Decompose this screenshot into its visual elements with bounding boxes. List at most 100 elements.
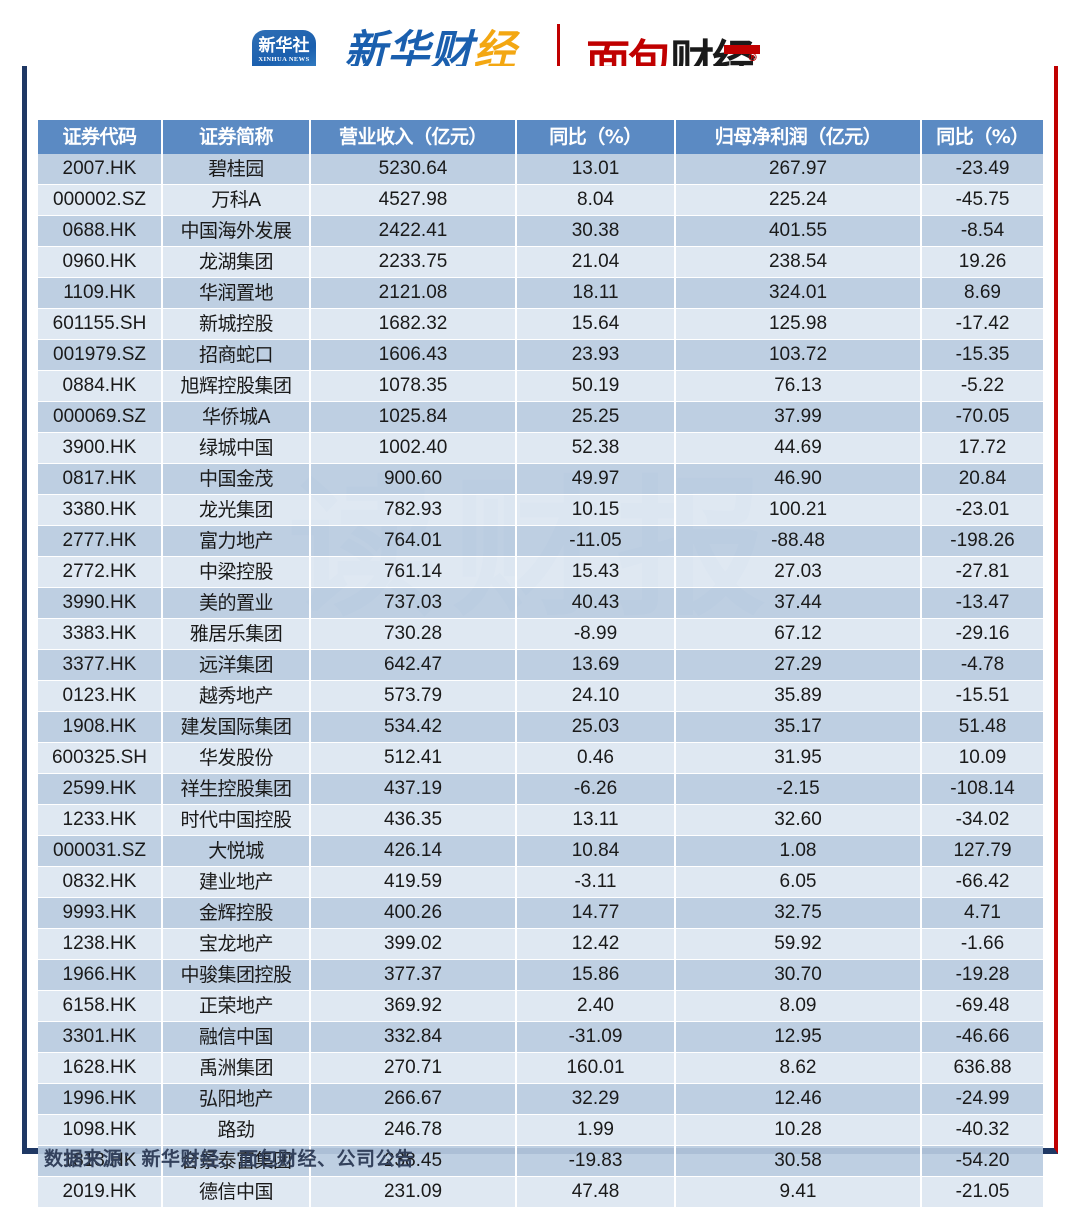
cell-security-name: 金辉控股 — [162, 897, 311, 929]
cell-revenue-yoy: -6.26 — [516, 773, 676, 805]
column-header-revenue-yoy[interactable]: 同比（%） — [516, 120, 676, 154]
cell-revenue: 1078.35 — [310, 370, 517, 402]
table-row[interactable]: 2777.HK 富力地产 764.01 -11.05 -88.48 -198.26 — [38, 525, 1043, 557]
cell-revenue: 2422.41 — [310, 215, 517, 247]
cell-net-profit-yoy: -40.32 — [921, 1114, 1043, 1146]
table-row[interactable]: 3900.HK 绿城中国 1002.40 52.38 44.69 17.72 — [38, 432, 1043, 464]
cell-revenue: 764.01 — [310, 525, 517, 557]
table-row[interactable]: 600325.SH 华发股份 512.41 0.46 31.95 10.09 — [38, 742, 1043, 774]
table-row[interactable]: 1238.HK 宝龙地产 399.02 12.42 59.92 -1.66 — [38, 928, 1043, 960]
cell-revenue: 1606.43 — [310, 339, 517, 371]
cell-net-profit-yoy: 4.71 — [921, 897, 1043, 929]
table-row[interactable]: 2019.HK 德信中国 231.09 47.48 9.41 -21.05 — [38, 1176, 1043, 1208]
cell-revenue: 270.71 — [310, 1052, 517, 1084]
cell-net-profit-yoy: -4.78 — [921, 649, 1043, 681]
column-header-security-name[interactable]: 证券简称 — [162, 120, 311, 154]
column-header-revenue[interactable]: 营业收入（亿元） — [310, 120, 517, 154]
cell-revenue-yoy: 15.86 — [516, 959, 676, 991]
table-row[interactable]: 1813.HK 合景泰富集团 238.45 -19.83 30.58 -54.20 — [38, 1145, 1043, 1177]
table-row[interactable]: 000069.SZ 华侨城A 1025.84 25.25 37.99 -70.05 — [38, 401, 1043, 433]
table-row[interactable]: 1109.HK 华润置地 2121.08 18.11 324.01 8.69 — [38, 277, 1043, 309]
cell-revenue: 437.19 — [310, 773, 517, 805]
table-row[interactable]: 0832.HK 建业地产 419.59 -3.11 6.05 -66.42 — [38, 866, 1043, 898]
cell-net-profit-yoy: -15.51 — [921, 680, 1043, 712]
table-row[interactable]: 1996.HK 弘阳地产 266.67 32.29 12.46 -24.99 — [38, 1083, 1043, 1115]
cell-security-name: 旭辉控股集团 — [162, 370, 311, 402]
cell-revenue-yoy: -11.05 — [516, 525, 676, 557]
table-row[interactable]: 000031.SZ 大悦城 426.14 10.84 1.08 127.79 — [38, 835, 1043, 867]
cell-net-profit: 225.24 — [675, 184, 922, 216]
table-row[interactable]: 1098.HK 路劲 246.78 1.99 10.28 -40.32 — [38, 1114, 1043, 1146]
table-row[interactable]: 0817.HK 中国金茂 900.60 49.97 46.90 20.84 — [38, 463, 1043, 495]
table-row[interactable]: 2772.HK 中梁控股 761.14 15.43 27.03 -27.81 — [38, 556, 1043, 588]
xinhua-finance-cn-part3: 经 — [473, 26, 517, 75]
cell-revenue-yoy: 1.99 — [516, 1114, 676, 1146]
table-header-row: 证券代码 证券简称 营业收入（亿元） 同比（%） 归母净利润（亿元） 同比（%） — [38, 120, 1043, 154]
cell-security-name: 美的置业 — [162, 587, 311, 619]
table-row[interactable]: 3380.HK 龙光集团 782.93 10.15 100.21 -23.01 — [38, 494, 1043, 526]
cell-revenue-yoy: 0.46 — [516, 742, 676, 774]
cell-net-profit-yoy: -17.42 — [921, 308, 1043, 340]
table-row[interactable]: 1908.HK 建发国际集团 534.42 25.03 35.17 51.48 — [38, 711, 1043, 743]
table-row[interactable]: 9993.HK 金辉控股 400.26 14.77 32.75 4.71 — [38, 897, 1043, 929]
cell-net-profit: 324.01 — [675, 277, 922, 309]
cell-security-name: 新城控股 — [162, 308, 311, 340]
table-row[interactable]: 3301.HK 融信中国 332.84 -31.09 12.95 -46.66 — [38, 1021, 1043, 1053]
table-row[interactable]: 001979.SZ 招商蛇口 1606.43 23.93 103.72 -15.35 — [38, 339, 1043, 371]
cell-net-profit: 401.55 — [675, 215, 922, 247]
table-row[interactable]: 6158.HK 正荣地产 369.92 2.40 8.09 -69.48 — [38, 990, 1043, 1022]
cell-revenue-yoy: 8.04 — [516, 184, 676, 216]
table-row[interactable]: 0688.HK 中国海外发展 2422.41 30.38 401.55 -8.54 — [38, 215, 1043, 247]
cell-net-profit: 100.21 — [675, 494, 922, 526]
cell-revenue-yoy: 18.11 — [516, 277, 676, 309]
cell-net-profit-yoy: 127.79 — [921, 835, 1043, 867]
table-row[interactable]: 1233.HK 时代中国控股 436.35 13.11 32.60 -34.02 — [38, 804, 1043, 836]
cell-revenue: 900.60 — [310, 463, 517, 495]
cell-revenue-yoy: -31.09 — [516, 1021, 676, 1053]
cell-revenue-yoy: 30.38 — [516, 215, 676, 247]
cell-security-code: 1966.HK — [38, 959, 163, 991]
cell-net-profit: 37.99 — [675, 401, 922, 433]
cell-security-name: 时代中国控股 — [162, 804, 311, 836]
cell-security-code: 1109.HK — [38, 277, 163, 309]
table-row[interactable]: 2007.HK 碧桂园 5230.64 13.01 267.97 -23.49 — [38, 154, 1043, 185]
table-row[interactable]: 0960.HK 龙湖集团 2233.75 21.04 238.54 19.26 — [38, 246, 1043, 278]
cell-security-name: 弘阳地产 — [162, 1083, 311, 1115]
column-header-security-code[interactable]: 证券代码 — [38, 120, 163, 154]
cell-net-profit-yoy: -70.05 — [921, 401, 1043, 433]
table-header: 证券代码 证券简称 营业收入（亿元） 同比（%） 归母净利润（亿元） 同比（%） — [38, 120, 1043, 154]
table-row[interactable]: 000002.SZ 万科A 4527.98 8.04 225.24 -45.75 — [38, 184, 1043, 216]
cell-revenue-yoy: -19.83 — [516, 1145, 676, 1177]
table-row[interactable]: 1628.HK 禹洲集团 270.71 160.01 8.62 636.88 — [38, 1052, 1043, 1084]
cell-net-profit: 10.28 — [675, 1114, 922, 1146]
cell-revenue-yoy: 21.04 — [516, 246, 676, 278]
table-row[interactable]: 3990.HK 美的置业 737.03 40.43 37.44 -13.47 — [38, 587, 1043, 619]
cell-security-code: 3380.HK — [38, 494, 163, 526]
cell-revenue: 2121.08 — [310, 277, 517, 309]
cell-revenue-yoy: 12.42 — [516, 928, 676, 960]
cell-net-profit-yoy: -29.16 — [921, 618, 1043, 650]
cell-revenue-yoy: 24.10 — [516, 680, 676, 712]
registered-mark-icon: ® — [747, 51, 758, 64]
cell-net-profit: 32.75 — [675, 897, 922, 929]
cell-security-code: 3900.HK — [38, 432, 163, 464]
cell-revenue-yoy: 15.64 — [516, 308, 676, 340]
column-header-net-profit[interactable]: 归母净利润（亿元） — [675, 120, 922, 154]
cell-security-code: 2772.HK — [38, 556, 163, 588]
cell-net-profit-yoy: -34.02 — [921, 804, 1043, 836]
table-row[interactable]: 0123.HK 越秀地产 573.79 24.10 35.89 -15.51 — [38, 680, 1043, 712]
cell-revenue-yoy: 15.43 — [516, 556, 676, 588]
table-row[interactable]: 3377.HK 远洋集团 642.47 13.69 27.29 -4.78 — [38, 649, 1043, 681]
table-row[interactable]: 2599.HK 祥生控股集团 437.19 -6.26 -2.15 -108.14 — [38, 773, 1043, 805]
table-row[interactable]: 1966.HK 中骏集团控股 377.37 15.86 30.70 -19.28 — [38, 959, 1043, 991]
table-row[interactable]: 3383.HK 雅居乐集团 730.28 -8.99 67.12 -29.16 — [38, 618, 1043, 650]
table-row[interactable]: 601155.SH 新城控股 1682.32 15.64 125.98 -17.42 — [38, 308, 1043, 340]
xinhua-finance-cn-part1: 新 — [344, 26, 388, 75]
column-header-net-profit-yoy[interactable]: 同比（%） — [921, 120, 1043, 154]
cell-security-name: 越秀地产 — [162, 680, 311, 712]
cell-net-profit: 37.44 — [675, 587, 922, 619]
cell-security-code: 1098.HK — [38, 1114, 163, 1146]
cell-net-profit-yoy: -21.05 — [921, 1176, 1043, 1208]
financials-table-container: 证券代码 证券简称 营业收入（亿元） 同比（%） 归母净利润（亿元） 同比（%）… — [38, 120, 1043, 1208]
table-row[interactable]: 0884.HK 旭辉控股集团 1078.35 50.19 76.13 -5.22 — [38, 370, 1043, 402]
